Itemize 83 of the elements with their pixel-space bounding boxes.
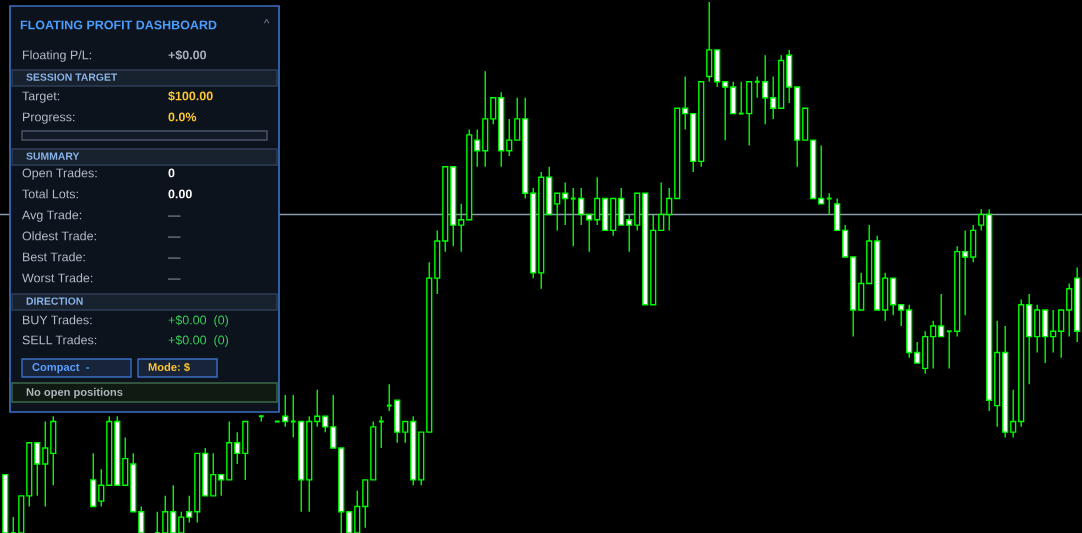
annotation: ^ [264,19,270,24]
candlestick [234,431,241,465]
annotation: BUY Trades: [23,315,92,325]
candlestick [1066,282,1073,338]
candlestick [458,203,465,253]
candlestick [962,229,969,317]
annotation: — [168,278,181,280]
annotation: — [168,215,181,217]
candlestick [682,75,689,131]
annotation: No open positions [26,387,123,399]
candlestick [914,341,921,364]
candlestick [554,192,561,232]
candlestick [34,442,41,497]
candlestick [1050,309,1057,354]
annotation: Floating P/L: [23,50,92,62]
candlestick [330,394,337,449]
candlestick [490,96,497,125]
candlestick [898,304,905,327]
candlestick [153,511,161,533]
annotation: 0.0% [168,112,197,122]
annotation: 0 [168,168,175,178]
annotation: $100.00 [168,90,213,102]
annotation: Mode: $ [148,362,190,372]
candlestick [770,75,777,120]
candlestick [282,394,289,428]
candlestick [289,394,297,439]
candlestick [825,192,833,216]
annotation: Compact - [32,363,89,374]
annotation: Total Lots: [22,189,78,199]
candlestick [138,505,145,533]
annotation: Oldest Trade: [22,231,96,241]
annotation: DIRECTION [26,297,83,305]
candlestick [218,473,225,497]
annotation: Target: [22,91,60,103]
candlestick [930,319,937,370]
annotation: +$0.00 (0) [168,335,229,347]
text: FLOATING PROFIT DASHBOARD [20,20,217,30]
annotation: SESSION TARGET [26,73,118,81]
candlestick [818,144,825,205]
candlestick [385,383,393,412]
candlestick [594,176,601,226]
candlestick [98,468,105,508]
candlestick [42,420,49,508]
candlestick [562,181,569,226]
candlestick [586,213,593,253]
candlestick [1058,309,1065,359]
candlestick [506,118,513,157]
candlestick [666,187,673,232]
annotation: SELL Trades: [22,335,97,345]
annotation: Avg Trade: [22,210,82,222]
candlestick [938,293,945,338]
candlestick [1010,388,1017,439]
candlestick [210,452,217,497]
annotation: +$0.00 [168,49,207,61]
annotation: Worst Trade: [22,273,93,283]
candlestick [737,81,745,115]
candlestick [170,484,177,533]
annotation: Open Trades: [22,168,97,180]
candlestick [722,81,729,141]
annotation: — [168,236,181,238]
candlestick [945,330,953,370]
annotation: 0.00 [168,189,192,199]
annotation: +$0.00 (0) [168,315,229,327]
candlestick [474,128,481,168]
candlestick [762,54,769,125]
candlestick [346,511,353,533]
candlestick [377,415,385,449]
annotation: — [168,257,181,259]
candlestick [314,388,321,428]
candlestick [514,96,521,141]
annotation: Best Trade: [23,252,85,262]
candlestick [578,187,585,226]
candlestick [186,495,193,524]
candlestick [626,213,633,253]
candlestick [753,75,761,99]
candlestick [658,181,665,232]
annotation: Progress: [23,112,75,124]
candlestick [569,187,577,248]
annotation: SUMMARY [26,152,80,160]
candlestick [402,420,409,444]
candlestick [162,495,169,533]
candlestick [978,208,985,232]
candlestick [178,511,185,533]
